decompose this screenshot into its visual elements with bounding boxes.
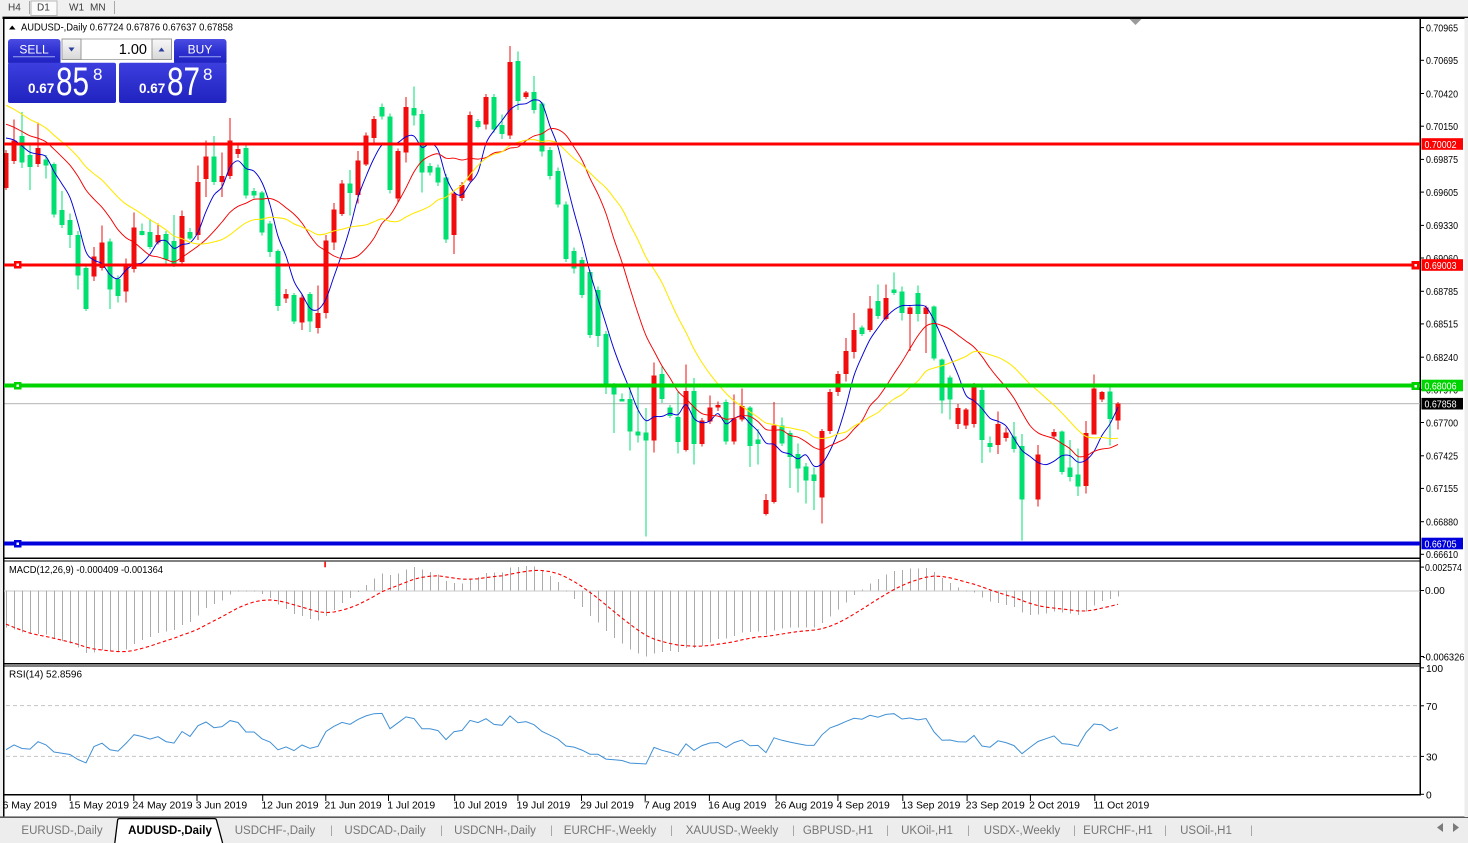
svg-text:0.67858: 0.67858 xyxy=(1425,400,1457,411)
svg-text:0: 0 xyxy=(1426,790,1432,801)
svg-text:0.69605: 0.69605 xyxy=(1426,188,1458,199)
svg-text:0.68515: 0.68515 xyxy=(1426,320,1458,331)
svg-text:3 Jun 2019: 3 Jun 2019 xyxy=(196,801,248,812)
svg-text:USOil-,H1: USOil-,H1 xyxy=(1180,825,1232,837)
svg-text:D1: D1 xyxy=(37,3,50,14)
svg-text:19 Jul 2019: 19 Jul 2019 xyxy=(517,801,571,812)
svg-text:USDCNH-,Daily: USDCNH-,Daily xyxy=(454,825,536,837)
svg-text:BUY: BUY xyxy=(188,43,213,57)
svg-text:0.67700: 0.67700 xyxy=(1426,418,1458,429)
svg-text:12 Jun 2019: 12 Jun 2019 xyxy=(261,801,318,812)
svg-text:USDCAD-,Daily: USDCAD-,Daily xyxy=(344,825,425,837)
svg-text:100: 100 xyxy=(1426,664,1443,675)
svg-text:GBPUSD-,H1: GBPUSD-,H1 xyxy=(803,825,873,837)
svg-text:0.69875: 0.69875 xyxy=(1426,155,1458,166)
svg-text:0.70965: 0.70965 xyxy=(1426,23,1458,34)
svg-text:16 Aug 2019: 16 Aug 2019 xyxy=(708,801,767,812)
svg-text:|: | xyxy=(1250,825,1253,837)
svg-text:0.67425: 0.67425 xyxy=(1426,452,1458,463)
svg-text:W1: W1 xyxy=(69,3,84,14)
svg-text:|: | xyxy=(330,825,333,837)
svg-text:0.69330: 0.69330 xyxy=(1426,221,1458,232)
svg-text:AUDUSD-,Daily: AUDUSD-,Daily xyxy=(128,825,212,837)
svg-text:13 Sep 2019: 13 Sep 2019 xyxy=(902,801,961,812)
svg-text:0.69003: 0.69003 xyxy=(1425,261,1457,272)
svg-text:H4: H4 xyxy=(8,3,21,14)
svg-text:23 Sep 2019: 23 Sep 2019 xyxy=(966,801,1025,812)
svg-text:8: 8 xyxy=(203,65,212,84)
svg-text:|: | xyxy=(967,825,970,837)
svg-text:0.70150: 0.70150 xyxy=(1426,122,1458,133)
svg-text:87: 87 xyxy=(167,60,200,104)
svg-text:AUDUSD-,Daily 0.67724 0.67876: AUDUSD-,Daily 0.67724 0.67876 0.67637 0.… xyxy=(21,21,233,33)
svg-text:MN: MN xyxy=(90,3,106,14)
svg-text:|: | xyxy=(1073,825,1076,837)
svg-text:|: | xyxy=(440,825,443,837)
svg-text:70: 70 xyxy=(1426,702,1438,713)
svg-text:RSI(14) 52.8596: RSI(14) 52.8596 xyxy=(9,670,82,681)
svg-text:0.70695: 0.70695 xyxy=(1426,56,1458,67)
svg-text:8: 8 xyxy=(93,65,102,84)
svg-text:0.70002: 0.70002 xyxy=(1425,140,1457,151)
svg-text:|: | xyxy=(670,825,673,837)
svg-text:6 May 2019: 6 May 2019 xyxy=(3,801,58,812)
svg-text:MACD(12,26,9) -0.000409 -0.001: MACD(12,26,9) -0.000409 -0.001364 xyxy=(9,565,163,576)
svg-text:0.66610: 0.66610 xyxy=(1426,550,1458,561)
svg-text:EURCHF-,H1: EURCHF-,H1 xyxy=(1083,825,1153,837)
svg-text:0.67: 0.67 xyxy=(139,81,165,96)
svg-text:85: 85 xyxy=(56,60,89,104)
svg-text:24 May 2019: 24 May 2019 xyxy=(133,801,193,812)
svg-text:USDX-,Weekly: USDX-,Weekly xyxy=(984,825,1061,837)
svg-text:|: | xyxy=(792,825,795,837)
svg-text:0.002574: 0.002574 xyxy=(1425,563,1462,574)
svg-text:EURUSD-,Daily: EURUSD-,Daily xyxy=(21,825,102,837)
svg-text:21 Jun 2019: 21 Jun 2019 xyxy=(325,801,382,812)
svg-text:|: | xyxy=(550,825,553,837)
svg-text:0.68240: 0.68240 xyxy=(1426,353,1458,364)
svg-text:0.67: 0.67 xyxy=(28,81,54,96)
svg-text:10 Jul 2019: 10 Jul 2019 xyxy=(453,801,507,812)
svg-text:15 May 2019: 15 May 2019 xyxy=(69,801,129,812)
svg-text:2 Oct 2019: 2 Oct 2019 xyxy=(1029,801,1080,812)
svg-text:0.68006: 0.68006 xyxy=(1425,381,1457,392)
svg-text:0.00: 0.00 xyxy=(1425,586,1445,597)
svg-text:EURCHF-,Weekly: EURCHF-,Weekly xyxy=(564,825,657,837)
svg-text:0.67155: 0.67155 xyxy=(1426,484,1458,495)
svg-text:-0.006326: -0.006326 xyxy=(1423,653,1465,664)
svg-text:USDCHF-,Daily: USDCHF-,Daily xyxy=(235,825,316,837)
svg-text:26 Aug 2019: 26 Aug 2019 xyxy=(775,801,834,812)
svg-text:0.68785: 0.68785 xyxy=(1426,287,1458,298)
svg-text:SELL: SELL xyxy=(19,43,49,57)
svg-text:0.66705: 0.66705 xyxy=(1425,539,1457,550)
svg-text:29 Jul 2019: 29 Jul 2019 xyxy=(580,801,634,812)
svg-text:0.70420: 0.70420 xyxy=(1426,89,1458,100)
svg-text:|: | xyxy=(886,825,889,837)
svg-text:|: | xyxy=(1164,825,1167,837)
svg-text:XAUUSD-,Weekly: XAUUSD-,Weekly xyxy=(686,825,779,837)
svg-text:0.66880: 0.66880 xyxy=(1426,518,1458,529)
svg-text:UKOil-,H1: UKOil-,H1 xyxy=(901,825,953,837)
svg-text:1 Jul 2019: 1 Jul 2019 xyxy=(387,801,435,812)
svg-text:1.00: 1.00 xyxy=(119,42,147,58)
svg-text:4 Sep 2019: 4 Sep 2019 xyxy=(837,801,890,812)
svg-text:7 Aug 2019: 7 Aug 2019 xyxy=(644,801,697,812)
svg-text:11 Oct 2019: 11 Oct 2019 xyxy=(1094,801,1150,812)
svg-text:30: 30 xyxy=(1426,752,1438,763)
